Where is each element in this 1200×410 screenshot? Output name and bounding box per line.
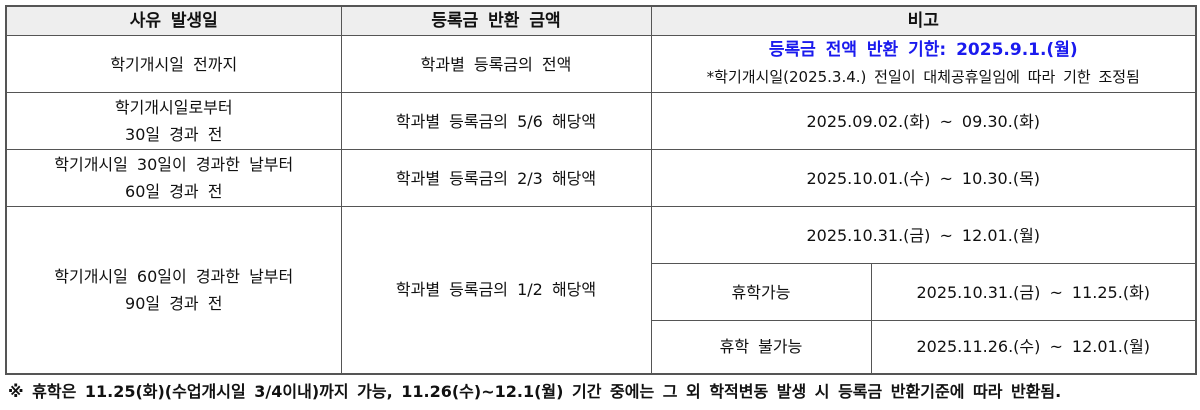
- period-cell: 학기개시일 30일이 경과한 날부터 60일 경과 전: [5, 149, 342, 207]
- note-cell: 2025.10.31.(금) ~ 12.01.(월): [650, 206, 1197, 264]
- header-note: 비고: [650, 5, 1197, 36]
- table-row: 학기개시일로부터 30일 경과 전 학과별 등록금의 5/6 해당액 2025.0…: [5, 92, 1197, 150]
- header-row: 사유 발생일 등록금 반환 금액 비고: [5, 5, 1197, 36]
- period-cell: 학기개시일 60일이 경과한 날부터 90일 경과 전: [5, 206, 342, 374]
- table-row: 학기개시일 전까지 학과별 등록금의 전액 등록금 전액 반환 기한: 2025…: [5, 35, 1197, 93]
- period-line: 30일 경과 전: [125, 125, 223, 144]
- amount-cell: 학과별 등록금의 5/6 해당액: [340, 92, 652, 150]
- period-line: 90일 경과 전: [125, 293, 223, 313]
- leave-label: 휴학가능: [650, 263, 872, 321]
- period-line: 학기개시일 60일이 경과한 날부터: [54, 266, 294, 286]
- note-cell: 2025.09.02.(화) ~ 09.30.(화): [650, 92, 1197, 150]
- note-cell: 2025.10.01.(수) ~ 10.30.(목): [650, 149, 1197, 207]
- table-row: 학기개시일 30일이 경과한 날부터 60일 경과 전 학과별 등록금의 2/3 …: [5, 149, 1197, 207]
- period-line: 학기개시일로부터: [114, 98, 233, 117]
- refund-deadline: 등록금 전액 반환 기한: 2025.9.1.(월): [768, 40, 1078, 60]
- footnote: ※ 휴학은 11.25(화)(수업개시일 3/4이내)까지 가능, 11.26(…: [8, 382, 1062, 401]
- amount-cell: 학과별 등록금의 전액: [340, 35, 652, 93]
- amount-cell: 학과별 등록금의 2/3 해당액: [340, 149, 652, 207]
- amount-cell: 학과별 등록금의 1/2 해당액: [340, 206, 652, 374]
- header-period: 사유 발생일: [5, 5, 342, 36]
- leave-label: 휴학 불가능: [650, 320, 872, 374]
- note-cell: 등록금 전액 반환 기한: 2025.9.1.(월) *학기개시일(2025.3…: [650, 35, 1197, 93]
- table-subrow: 휴학 불가능 2025.11.26.(수) ~ 12.01.(월): [6, 320, 1197, 374]
- period-cell: 학기개시일 전까지: [5, 35, 342, 93]
- leave-range: 2025.10.31.(금) ~ 11.25.(화): [870, 263, 1197, 321]
- tuition-refund-table: 사유 발생일 등록금 반환 금액 비고 학기개시일 전까지 학과별 등록금의 전…: [5, 5, 1197, 375]
- period-cell: 학기개시일로부터 30일 경과 전: [5, 92, 342, 150]
- leave-range: 2025.11.26.(수) ~ 12.01.(월): [870, 320, 1197, 374]
- period-line: 학기개시일 30일이 경과한 날부터: [54, 155, 294, 174]
- header-amount: 등록금 반환 금액: [340, 5, 652, 36]
- table-row: 학기개시일 60일이 경과한 날부터 90일 경과 전 학과별 등록금의 1/2 …: [5, 206, 1197, 374]
- deadline-note: *학기개시일(2025.3.4.) 전일이 대체공휴일임에 따라 기한 조정됨: [706, 68, 1140, 86]
- period-line: 60일 경과 전: [125, 182, 223, 201]
- table-subrow: 휴학가능 2025.10.31.(금) ~ 11.25.(화): [6, 263, 1197, 321]
